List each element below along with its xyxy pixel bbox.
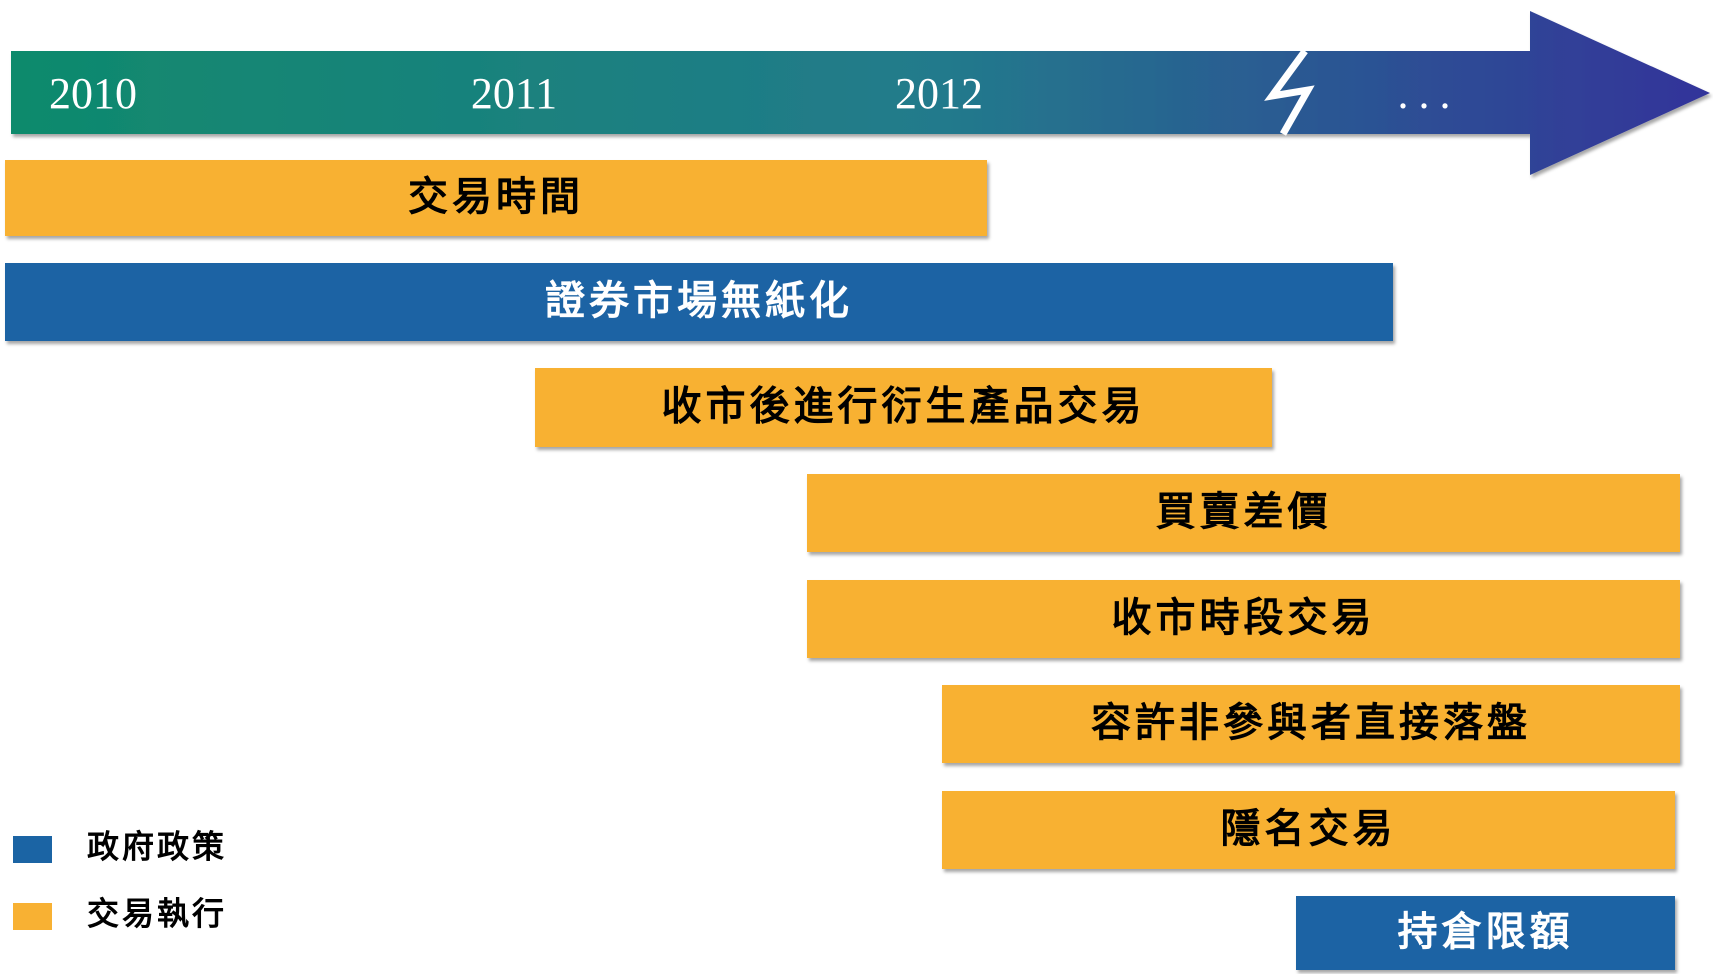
legend-label: 交易執行	[87, 895, 227, 933]
legend-swatch	[13, 903, 52, 930]
timeline-bar	[942, 685, 1680, 763]
timeline-bar	[942, 791, 1675, 869]
bar-label: 買賣差價	[1156, 488, 1332, 535]
bar-label: 證券市場無紙化	[545, 277, 853, 324]
time-break	[1264, 48, 1315, 136]
bar-label: 交易時間	[408, 173, 584, 220]
timeline-bar	[1296, 896, 1675, 970]
timeline-bar	[535, 368, 1272, 447]
legend-swatch	[13, 836, 52, 863]
content: 2010 2011 2012 交易時間證券市場無紙化收市後進行衍生產品交易買賣差價收市…	[5, 69, 1680, 970]
year-label: 2010	[49, 69, 137, 118]
year-label: 2011	[471, 69, 557, 118]
bar-label: 收市後進行衍生產品交易	[662, 383, 1146, 430]
bar-label: 持倉限額	[1398, 908, 1574, 955]
bar-label: 容許非參與者直接落盤	[1091, 699, 1531, 746]
timeline-bar	[807, 580, 1680, 658]
timeline-bar	[5, 160, 987, 236]
timeline-bar	[807, 474, 1680, 552]
legend-label: 政府政策	[87, 828, 227, 866]
timeline-bar	[5, 263, 1393, 341]
ellipsis: ...	[1398, 69, 1461, 118]
year-label: 2012	[895, 69, 983, 118]
bar-label: 隱名交易	[1221, 805, 1397, 852]
bar-label: 收市時段交易	[1112, 594, 1376, 641]
